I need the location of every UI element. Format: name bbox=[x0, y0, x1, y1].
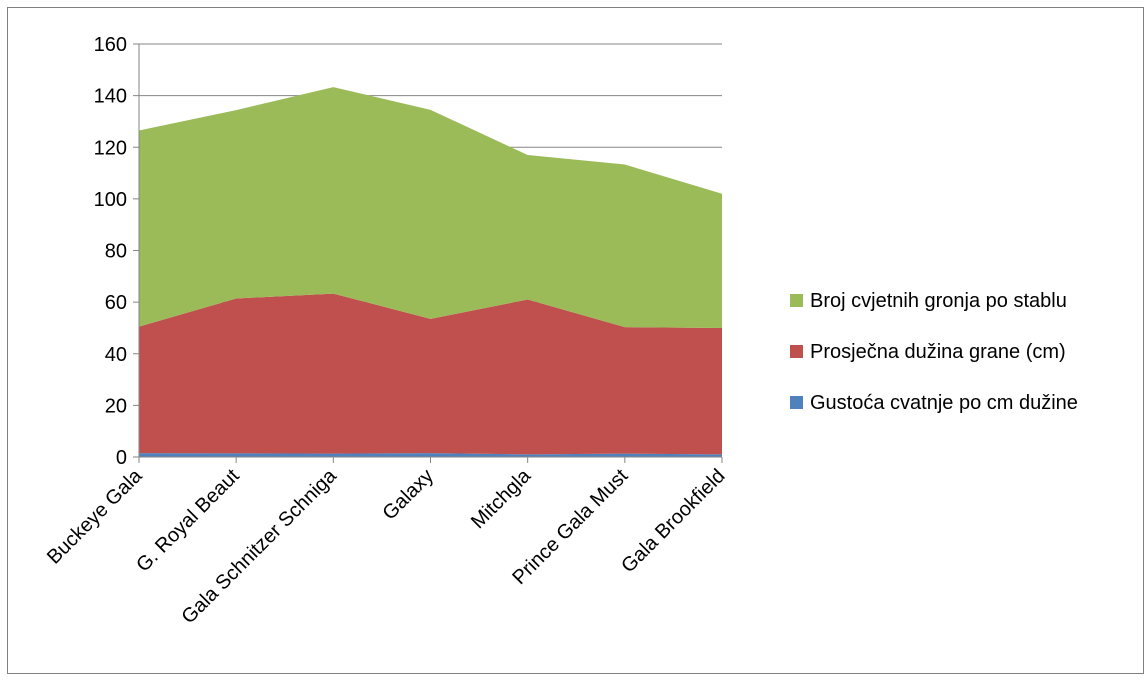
x-tick-label: Mitchgla bbox=[467, 464, 536, 533]
legend-label: Gustoća cvatnje po cm dužine bbox=[810, 392, 1078, 414]
area-series-1 bbox=[139, 453, 722, 457]
y-tick-label: 160 bbox=[94, 34, 127, 56]
legend-swatch bbox=[790, 345, 803, 358]
y-tick-label: 120 bbox=[94, 137, 127, 159]
y-tick-label: 140 bbox=[94, 86, 127, 108]
legend-label: Prosječna dužina grane (cm) bbox=[810, 341, 1066, 363]
legend-label: Broj cvjetnih gronja po stablu bbox=[810, 290, 1067, 312]
area-series-group bbox=[139, 87, 722, 457]
area-series-2 bbox=[139, 293, 722, 455]
x-tick-label: G. Royal Beaut bbox=[132, 465, 244, 577]
y-tick-label: 20 bbox=[105, 395, 127, 417]
legend-swatch bbox=[790, 396, 803, 409]
x-tick-label: Galaxy bbox=[378, 465, 438, 525]
y-tick-label: 60 bbox=[105, 292, 127, 314]
y-tick-label: 100 bbox=[94, 189, 127, 211]
x-tick-label: Gala Brookfield bbox=[617, 465, 729, 577]
legend-swatch bbox=[790, 294, 803, 307]
x-tick-label: Gala Schnitzer Schniga bbox=[178, 464, 342, 628]
y-tick-label: 40 bbox=[105, 344, 127, 366]
x-tick-label: Buckeye Gala bbox=[43, 464, 147, 568]
area-series-3 bbox=[139, 87, 722, 328]
y-tick-label: 0 bbox=[116, 447, 127, 469]
legend: Broj cvjetnih gronja po stablu Prosječna … bbox=[790, 290, 1078, 414]
y-tick-label: 80 bbox=[105, 241, 127, 263]
chart-frame: 0 20 40 60 80 100 120 140 160 Buckeye Gala G. Roya… bbox=[7, 7, 1144, 674]
